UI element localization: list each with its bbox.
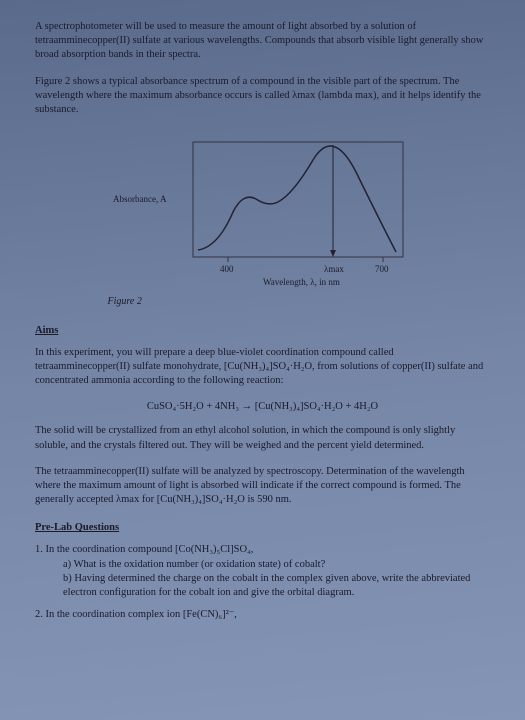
prelab-question-list: 1. In the coordination compound [Co(NH₃)…: [35, 543, 490, 622]
aims-heading: Aims: [35, 324, 490, 338]
aims-paragraph-1: In this experiment, you will prepare a d…: [35, 346, 490, 389]
document-page: A spectrophotometer will be used to meas…: [35, 20, 490, 622]
arrow-head-icon: [330, 250, 336, 257]
question-1-stem: 1. In the coordination compound [Co(NH₃)…: [35, 543, 490, 557]
aims-paragraph-3: The tetraamminecopper(II) sulfate will b…: [35, 465, 490, 508]
intro-paragraph-2: Figure 2 shows a typical absorbance spec…: [35, 75, 490, 118]
question-2: 2. In the coordination complex ion [Fe(C…: [35, 608, 490, 622]
absorbance-curve: [198, 146, 396, 252]
question-1b: b) Having determined the charge on the c…: [35, 572, 490, 600]
prelab-heading: Pre-Lab Questions: [35, 521, 490, 535]
x-tick-label-400: 400: [220, 264, 234, 274]
aims-paragraph-2: The solid will be crystallized from an e…: [35, 424, 490, 452]
y-axis-label: Absorbance, A: [113, 194, 167, 204]
absorbance-spectrum-chart: Absorbance, A 400 λmax 700 Wavelength, λ…: [108, 132, 418, 292]
x-axis-label: Wavelength, λ, in nm: [263, 277, 340, 287]
figure-2: Absorbance, A 400 λmax 700 Wavelength, λ…: [108, 132, 418, 309]
x-tick-label-700: 700: [375, 264, 389, 274]
reaction-equation: CuSO₄·5H₂O + 4NH₃ → [Cu(NH₃)₄]SO₄·H₂O + …: [35, 400, 490, 414]
question-1: 1. In the coordination compound [Co(NH₃)…: [35, 543, 490, 600]
chart-frame: [193, 142, 403, 257]
lambda-max-label: λmax: [324, 264, 344, 274]
question-1a: a) What is the oxidation number (or oxid…: [35, 558, 490, 572]
intro-paragraph-1: A spectrophotometer will be used to meas…: [35, 20, 490, 63]
figure-caption: Figure 2: [108, 295, 418, 309]
